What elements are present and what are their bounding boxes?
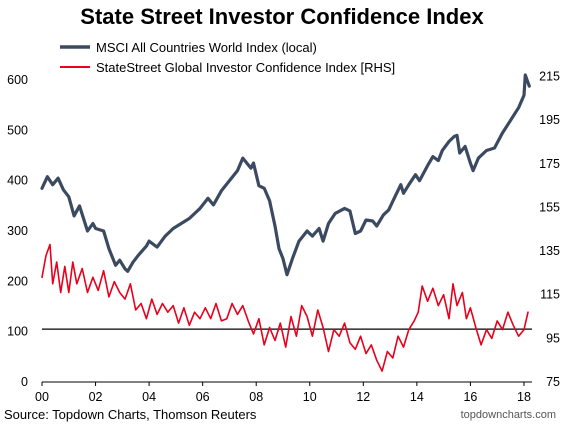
chart-title: State Street Investor Confidence Index bbox=[80, 4, 484, 29]
left-tick-label: 400 bbox=[7, 174, 28, 188]
left-tick-label: 600 bbox=[7, 73, 28, 87]
left-tick-label: 100 bbox=[7, 325, 28, 339]
x-tick-label: 04 bbox=[142, 390, 156, 404]
right-tick-label: 95 bbox=[546, 331, 560, 345]
right-tick-label: 155 bbox=[539, 200, 560, 214]
right-tick-label: 215 bbox=[539, 70, 560, 84]
source-note: Source: Topdown Charts, Thomson Reuters bbox=[4, 407, 257, 422]
x-tick-label: 10 bbox=[303, 390, 317, 404]
left-tick-label: 500 bbox=[7, 123, 28, 137]
x-tick-label: 02 bbox=[89, 390, 103, 404]
right-tick-label: 195 bbox=[539, 113, 560, 127]
x-tick-label: 14 bbox=[410, 390, 424, 404]
watermark: topdowncharts.com bbox=[460, 409, 556, 421]
x-tick-label: 16 bbox=[463, 390, 477, 404]
x-axis-ticks: 00 02 04 06 08 10 12 14 16 18 bbox=[35, 382, 531, 404]
right-tick-label: 115 bbox=[540, 288, 560, 302]
msci-series-line bbox=[40, 73, 531, 277]
statestreet-series-line bbox=[41, 243, 529, 372]
left-axis-ticks: 0 100 200 300 400 500 600 bbox=[7, 73, 28, 389]
left-tick-label: 0 bbox=[21, 375, 28, 389]
right-tick-label: 175 bbox=[539, 157, 560, 171]
x-tick-label: 06 bbox=[196, 390, 210, 404]
left-tick-label: 300 bbox=[7, 224, 28, 238]
right-axis-ticks: 75 95 115 135 155 175 195 215 bbox=[539, 70, 560, 389]
x-tick-label: 18 bbox=[517, 390, 531, 404]
legend-msci-label: MSCI All Countries World Index (local) bbox=[96, 40, 317, 55]
right-tick-label: 135 bbox=[539, 244, 560, 258]
left-tick-label: 200 bbox=[7, 274, 28, 288]
legend-statestreet-label: StateStreet Global Investor Confidence I… bbox=[96, 60, 395, 75]
x-tick-label: 08 bbox=[249, 390, 263, 404]
series-layer bbox=[40, 73, 531, 372]
right-tick-label: 75 bbox=[546, 375, 560, 389]
legend: MSCI All Countries World Index (local) St… bbox=[60, 40, 395, 75]
x-tick-label: 00 bbox=[35, 390, 49, 404]
x-tick-label: 12 bbox=[356, 390, 370, 404]
